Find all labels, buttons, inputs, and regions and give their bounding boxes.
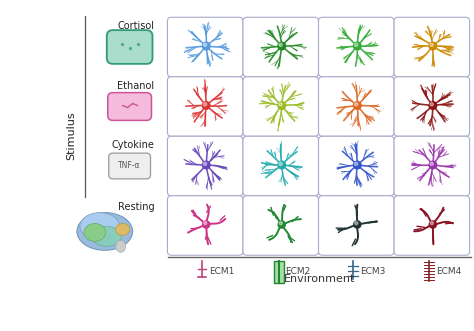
- Circle shape: [354, 42, 361, 50]
- FancyBboxPatch shape: [319, 136, 394, 196]
- Circle shape: [355, 43, 358, 46]
- Circle shape: [203, 103, 207, 106]
- Circle shape: [278, 161, 285, 169]
- Text: ECM3: ECM3: [360, 266, 386, 276]
- Circle shape: [430, 162, 433, 166]
- Circle shape: [355, 103, 358, 106]
- Circle shape: [202, 221, 210, 228]
- Text: Resting: Resting: [118, 202, 155, 212]
- Ellipse shape: [77, 213, 133, 250]
- FancyBboxPatch shape: [274, 261, 284, 283]
- Circle shape: [279, 221, 283, 225]
- Ellipse shape: [116, 240, 126, 252]
- Circle shape: [203, 43, 207, 46]
- FancyBboxPatch shape: [394, 17, 470, 77]
- FancyBboxPatch shape: [394, 136, 470, 196]
- Text: TNF-α: TNF-α: [118, 161, 141, 169]
- Circle shape: [429, 102, 437, 109]
- FancyBboxPatch shape: [167, 77, 243, 136]
- Circle shape: [203, 162, 207, 166]
- Circle shape: [204, 221, 207, 225]
- Text: Cytokine: Cytokine: [111, 140, 155, 150]
- Circle shape: [202, 102, 210, 109]
- FancyBboxPatch shape: [319, 196, 394, 255]
- Text: Ethanol: Ethanol: [118, 81, 155, 91]
- Circle shape: [278, 42, 285, 50]
- FancyBboxPatch shape: [319, 17, 394, 77]
- Circle shape: [354, 221, 361, 228]
- FancyBboxPatch shape: [243, 136, 319, 196]
- FancyBboxPatch shape: [319, 77, 394, 136]
- FancyBboxPatch shape: [167, 196, 243, 255]
- FancyBboxPatch shape: [243, 17, 319, 77]
- Circle shape: [279, 43, 282, 46]
- Circle shape: [279, 162, 282, 166]
- FancyBboxPatch shape: [394, 196, 470, 255]
- FancyBboxPatch shape: [108, 93, 152, 120]
- Circle shape: [430, 43, 433, 46]
- FancyBboxPatch shape: [167, 136, 243, 196]
- FancyBboxPatch shape: [394, 77, 470, 136]
- Ellipse shape: [116, 223, 129, 235]
- Circle shape: [429, 221, 437, 228]
- FancyBboxPatch shape: [167, 17, 243, 77]
- Circle shape: [202, 42, 210, 50]
- Text: ECM4: ECM4: [436, 266, 461, 276]
- Circle shape: [429, 42, 437, 50]
- FancyBboxPatch shape: [243, 77, 319, 136]
- Circle shape: [278, 221, 285, 228]
- Circle shape: [430, 221, 433, 225]
- Ellipse shape: [84, 223, 106, 241]
- Circle shape: [354, 161, 361, 169]
- Circle shape: [278, 102, 285, 109]
- Text: Stimulus: Stimulus: [66, 111, 76, 160]
- Text: ECM2: ECM2: [285, 266, 310, 276]
- Ellipse shape: [92, 226, 122, 246]
- FancyBboxPatch shape: [243, 196, 319, 255]
- Text: ECM1: ECM1: [209, 266, 235, 276]
- Circle shape: [202, 161, 210, 169]
- Circle shape: [430, 103, 433, 106]
- Text: Cortisol: Cortisol: [118, 21, 155, 31]
- Text: Environment: Environment: [284, 274, 355, 284]
- Ellipse shape: [80, 213, 120, 240]
- FancyBboxPatch shape: [109, 153, 151, 179]
- Circle shape: [355, 221, 358, 225]
- Circle shape: [355, 162, 358, 166]
- Circle shape: [279, 103, 282, 106]
- FancyBboxPatch shape: [107, 30, 153, 64]
- Circle shape: [354, 102, 361, 109]
- Circle shape: [429, 161, 437, 169]
